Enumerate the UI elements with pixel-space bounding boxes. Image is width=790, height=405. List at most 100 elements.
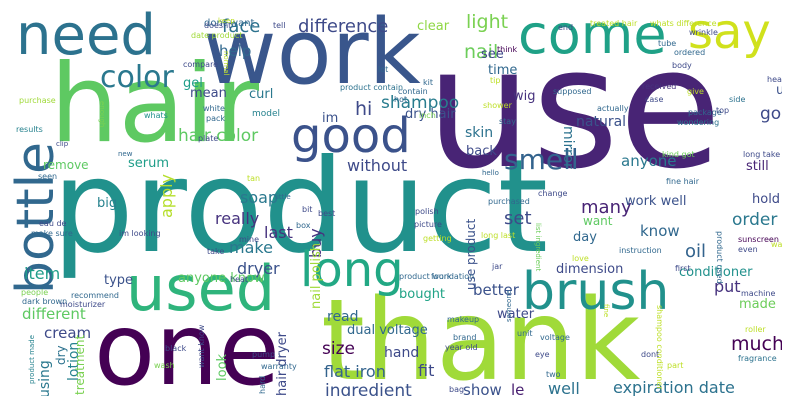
word: pack [206, 114, 226, 123]
word: new [118, 150, 133, 158]
word: ordered [674, 48, 706, 57]
word: conditioner [679, 265, 753, 280]
word: think [497, 45, 518, 54]
word: long [300, 242, 404, 298]
word-cloud: product use hair thank work one need use… [8, 8, 782, 396]
word: kind got [662, 150, 695, 159]
word: hand [384, 345, 420, 361]
word: using [37, 360, 53, 396]
word: oil [685, 241, 707, 262]
word: last [264, 223, 293, 242]
word: recommend [71, 291, 119, 300]
word: natural [576, 114, 627, 130]
word: fine [602, 304, 610, 318]
word: go [760, 104, 782, 124]
word: work [203, 8, 421, 105]
word: dimension [556, 262, 624, 277]
word: thank [321, 276, 641, 396]
word: getting [423, 234, 452, 243]
word: mean [190, 86, 227, 101]
word: long take [743, 150, 781, 159]
word: shampoo conditioner [655, 305, 664, 390]
word: back [466, 144, 497, 159]
word: smell [504, 143, 579, 176]
word: know [640, 222, 680, 240]
word: clear [417, 19, 450, 34]
word: body [672, 61, 692, 70]
word: without [347, 156, 408, 175]
word: good [291, 108, 411, 164]
word: someone [505, 289, 513, 322]
word: product used [715, 231, 724, 284]
word: little [275, 193, 291, 201]
word: top [716, 106, 730, 115]
word: better [473, 281, 519, 299]
word: fine hair [666, 177, 700, 186]
word: set [504, 208, 532, 229]
word: mirror [560, 126, 576, 169]
word: dont want [204, 18, 255, 29]
word: machine [741, 289, 776, 298]
word: case [645, 95, 664, 104]
word: tube [658, 39, 677, 48]
word: fragrance [738, 354, 777, 363]
word: much [731, 333, 782, 355]
word: take [207, 247, 225, 256]
word: shower [483, 101, 512, 110]
word: way [771, 240, 782, 249]
word: head [767, 75, 782, 84]
word: need [16, 8, 156, 68]
word: end [558, 23, 574, 32]
word: skin [465, 125, 494, 141]
word: time [488, 63, 518, 78]
word: normal [222, 51, 230, 76]
word: model [252, 109, 281, 119]
word: two [546, 370, 561, 379]
word: contain [398, 87, 428, 96]
word: used [126, 252, 276, 325]
word: treatment [73, 334, 87, 395]
word: unit [517, 329, 533, 338]
word: anyone [621, 152, 677, 170]
word: water [497, 307, 535, 322]
word: warranty [261, 362, 297, 371]
word: hello [482, 169, 499, 177]
word: heat [230, 275, 249, 284]
word: polish [415, 207, 439, 216]
word: purchase [19, 96, 56, 105]
word: eau de [39, 219, 67, 228]
word: sunscreen [738, 235, 779, 244]
word: date product [191, 31, 243, 40]
word: received [642, 82, 677, 91]
word: results [16, 125, 43, 134]
word: ingredient [325, 381, 412, 397]
word: dark brown [22, 297, 68, 306]
word: gel [183, 76, 203, 91]
word: u [776, 83, 782, 98]
word: wrinkle [689, 28, 718, 37]
word: white [203, 104, 225, 113]
word: hard [258, 375, 267, 394]
word: wig [513, 89, 536, 104]
word: bought [399, 287, 446, 302]
word: mine [239, 235, 260, 244]
word: well [548, 379, 580, 397]
word: color [100, 60, 174, 95]
word: hair [50, 42, 260, 167]
word: nail polish [309, 242, 324, 309]
word: flat iron [324, 362, 386, 381]
word: picture [414, 220, 442, 229]
word: read [327, 309, 359, 325]
word: made [739, 297, 776, 312]
word: item [24, 264, 61, 283]
word: people [21, 288, 49, 297]
word: plate [198, 134, 219, 143]
word: eye [535, 350, 550, 359]
word: still [746, 159, 769, 174]
word: dry [54, 345, 68, 365]
word: enough [98, 101, 106, 128]
word: side [729, 95, 746, 104]
word: stay [499, 117, 516, 126]
word: tip [490, 76, 501, 85]
word: difference [298, 16, 389, 37]
